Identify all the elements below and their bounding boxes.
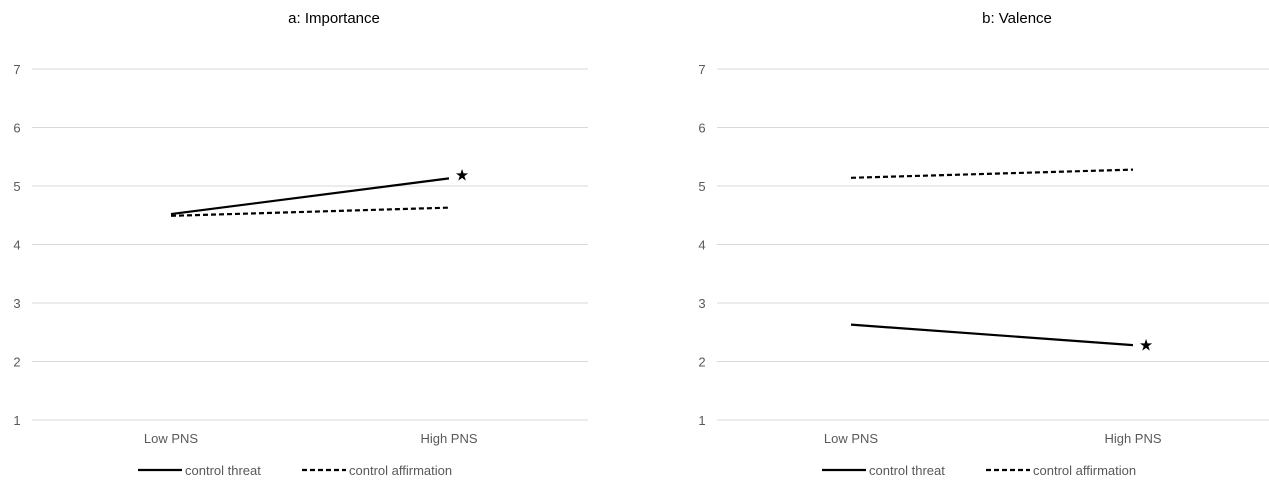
chart-panel-b: b: Valence 1 2 3 4 5 6 7 Low PNS High PNS ★ control… [698, 10, 1269, 478]
series-line-control-threat [850, 323, 1134, 347]
legend-label: control threat [869, 463, 945, 478]
y-tick-label: 2 [13, 355, 20, 370]
x-tick-label: High PNS [1104, 431, 1161, 446]
x-tick-label: Low PNS [144, 431, 199, 446]
y-tick-label: 4 [13, 238, 20, 253]
y-tick-label: 7 [13, 62, 20, 77]
x-tick-label: Low PNS [824, 431, 879, 446]
series-line-control-affirmation [850, 168, 1134, 179]
series-line-control-affirmation [170, 206, 450, 217]
significance-star-icon: ★ [1139, 338, 1153, 355]
y-tick-label: 1 [13, 413, 20, 428]
legend-label: control affirmation [349, 463, 452, 478]
chart-title: a: Importance [288, 10, 380, 27]
y-tick-label: 5 [13, 179, 20, 194]
y-tick-label: 5 [698, 179, 705, 194]
y-tick-label: 7 [698, 62, 705, 77]
significance-star-icon: ★ [455, 167, 469, 184]
legend-label: control threat [185, 463, 261, 478]
y-tick-label: 1 [698, 413, 705, 428]
x-tick-label: High PNS [420, 431, 477, 446]
chart-title: b: Valence [982, 10, 1052, 27]
chart-panel-a: a: Importance 1 2 3 4 5 6 7 Low PNS High PNS ★ cont… [13, 10, 588, 478]
series-line-control-threat [170, 177, 450, 216]
y-tick-label: 6 [698, 121, 705, 136]
y-tick-label: 4 [698, 238, 705, 253]
y-tick-label: 3 [13, 296, 20, 311]
y-tick-label: 3 [698, 296, 705, 311]
y-tick-label: 2 [698, 355, 705, 370]
legend-label: control affirmation [1033, 463, 1136, 478]
y-tick-label: 6 [13, 121, 20, 136]
